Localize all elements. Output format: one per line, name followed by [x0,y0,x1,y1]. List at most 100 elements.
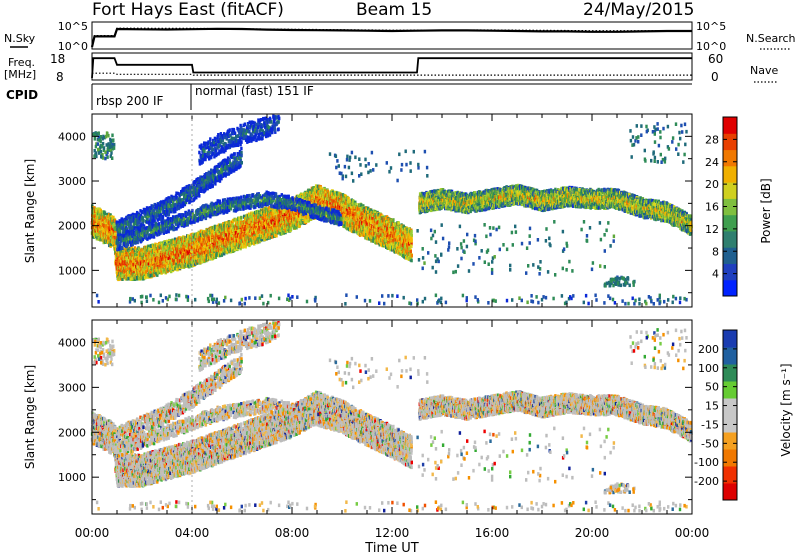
data-cell [98,216,101,220]
data-cell [129,277,133,281]
data-cell [93,214,96,218]
data-cell [128,263,131,268]
data-cell [213,250,216,255]
data-cell [240,215,243,220]
data-cell [154,242,157,247]
data-cell [135,252,138,257]
data-cell [148,266,151,271]
data-cell [124,257,127,262]
data-cell [96,207,100,211]
freq-right-tick-bottom: 0 [711,70,719,84]
data-cell [221,244,225,249]
data-cell [192,259,196,264]
data-cell [157,268,160,273]
cpid-segment-2-label: normal (fast) 151 IF [195,84,314,98]
data-cell [171,238,174,243]
data-cell [172,261,176,266]
data-cell [177,266,180,271]
data-cell [172,239,176,244]
data-cell [93,206,96,210]
data-cell [111,227,114,231]
data-cell [189,246,192,250]
data-cell [108,233,112,238]
data-cell [126,257,129,261]
data-cell [170,252,173,256]
data-cell [233,233,236,238]
data-cell [174,253,178,257]
data-cell [176,256,180,261]
cpid-segment-1-label: rbsp 200 IF [96,94,163,108]
freq-right-tick-top: 60 [708,52,723,66]
data-cell [161,256,164,261]
data-cell [224,247,228,251]
data-cell [173,255,176,260]
data-cell [118,268,121,273]
data-cell [209,251,212,255]
data-cell [113,227,117,231]
data-cell [194,262,197,266]
data-cell [117,261,121,266]
data-cell [176,247,179,252]
data-cell [199,235,202,240]
data-cell [101,218,104,222]
data-cell [209,256,212,260]
data-cell [165,248,169,252]
data-cell [230,227,233,231]
data-cell [122,261,125,266]
data-cell [207,246,210,251]
noise-right-tick-bottom: 10^0 [696,40,726,53]
freq-lines [91,57,692,79]
data-cell [127,273,130,278]
noise-panel-frame [91,21,693,50]
data-cell [149,246,153,250]
data-cell [173,259,176,263]
data-cell [218,231,221,236]
data-cell [178,256,182,261]
data-cell [145,255,148,259]
data-cell [167,256,170,261]
data-cell [142,254,145,259]
data-cell [161,264,164,269]
data-cell [225,233,228,237]
data-cell [220,236,223,241]
data-cell [133,267,136,272]
freq-left-tick-top: 18 [50,52,65,66]
data-cell [107,232,110,237]
nsky-line [90,27,692,48]
data-cell [170,269,173,274]
data-cell [232,242,236,247]
data-cell [149,269,152,273]
data-cell [230,221,234,225]
data-cell [196,242,199,246]
data-cell [119,250,122,255]
data-cell [157,270,160,275]
data-cell [178,259,182,263]
freq-line [91,57,692,79]
data-cell [114,261,118,265]
data-cell [132,259,135,263]
data-cell [208,234,211,239]
data-cell [103,211,107,215]
data-cell [224,236,228,240]
data-cell [214,255,218,259]
data-cell [223,251,226,256]
freq-panel-frame [91,52,693,81]
data-cell [127,276,130,281]
data-cell [180,239,184,243]
data-cell [167,254,170,259]
data-cell [178,236,181,240]
data-cell [191,249,194,254]
data-cell [104,221,108,226]
data-cell [112,222,116,227]
data-cell [165,242,168,247]
data-cell [126,248,130,252]
data-cell [147,262,151,266]
data-cell [196,261,199,265]
data-cell [203,247,206,252]
data-cell [211,232,214,237]
data-cell [215,233,218,238]
data-cell [231,223,234,227]
nsky-label: N.Sky [4,32,36,45]
